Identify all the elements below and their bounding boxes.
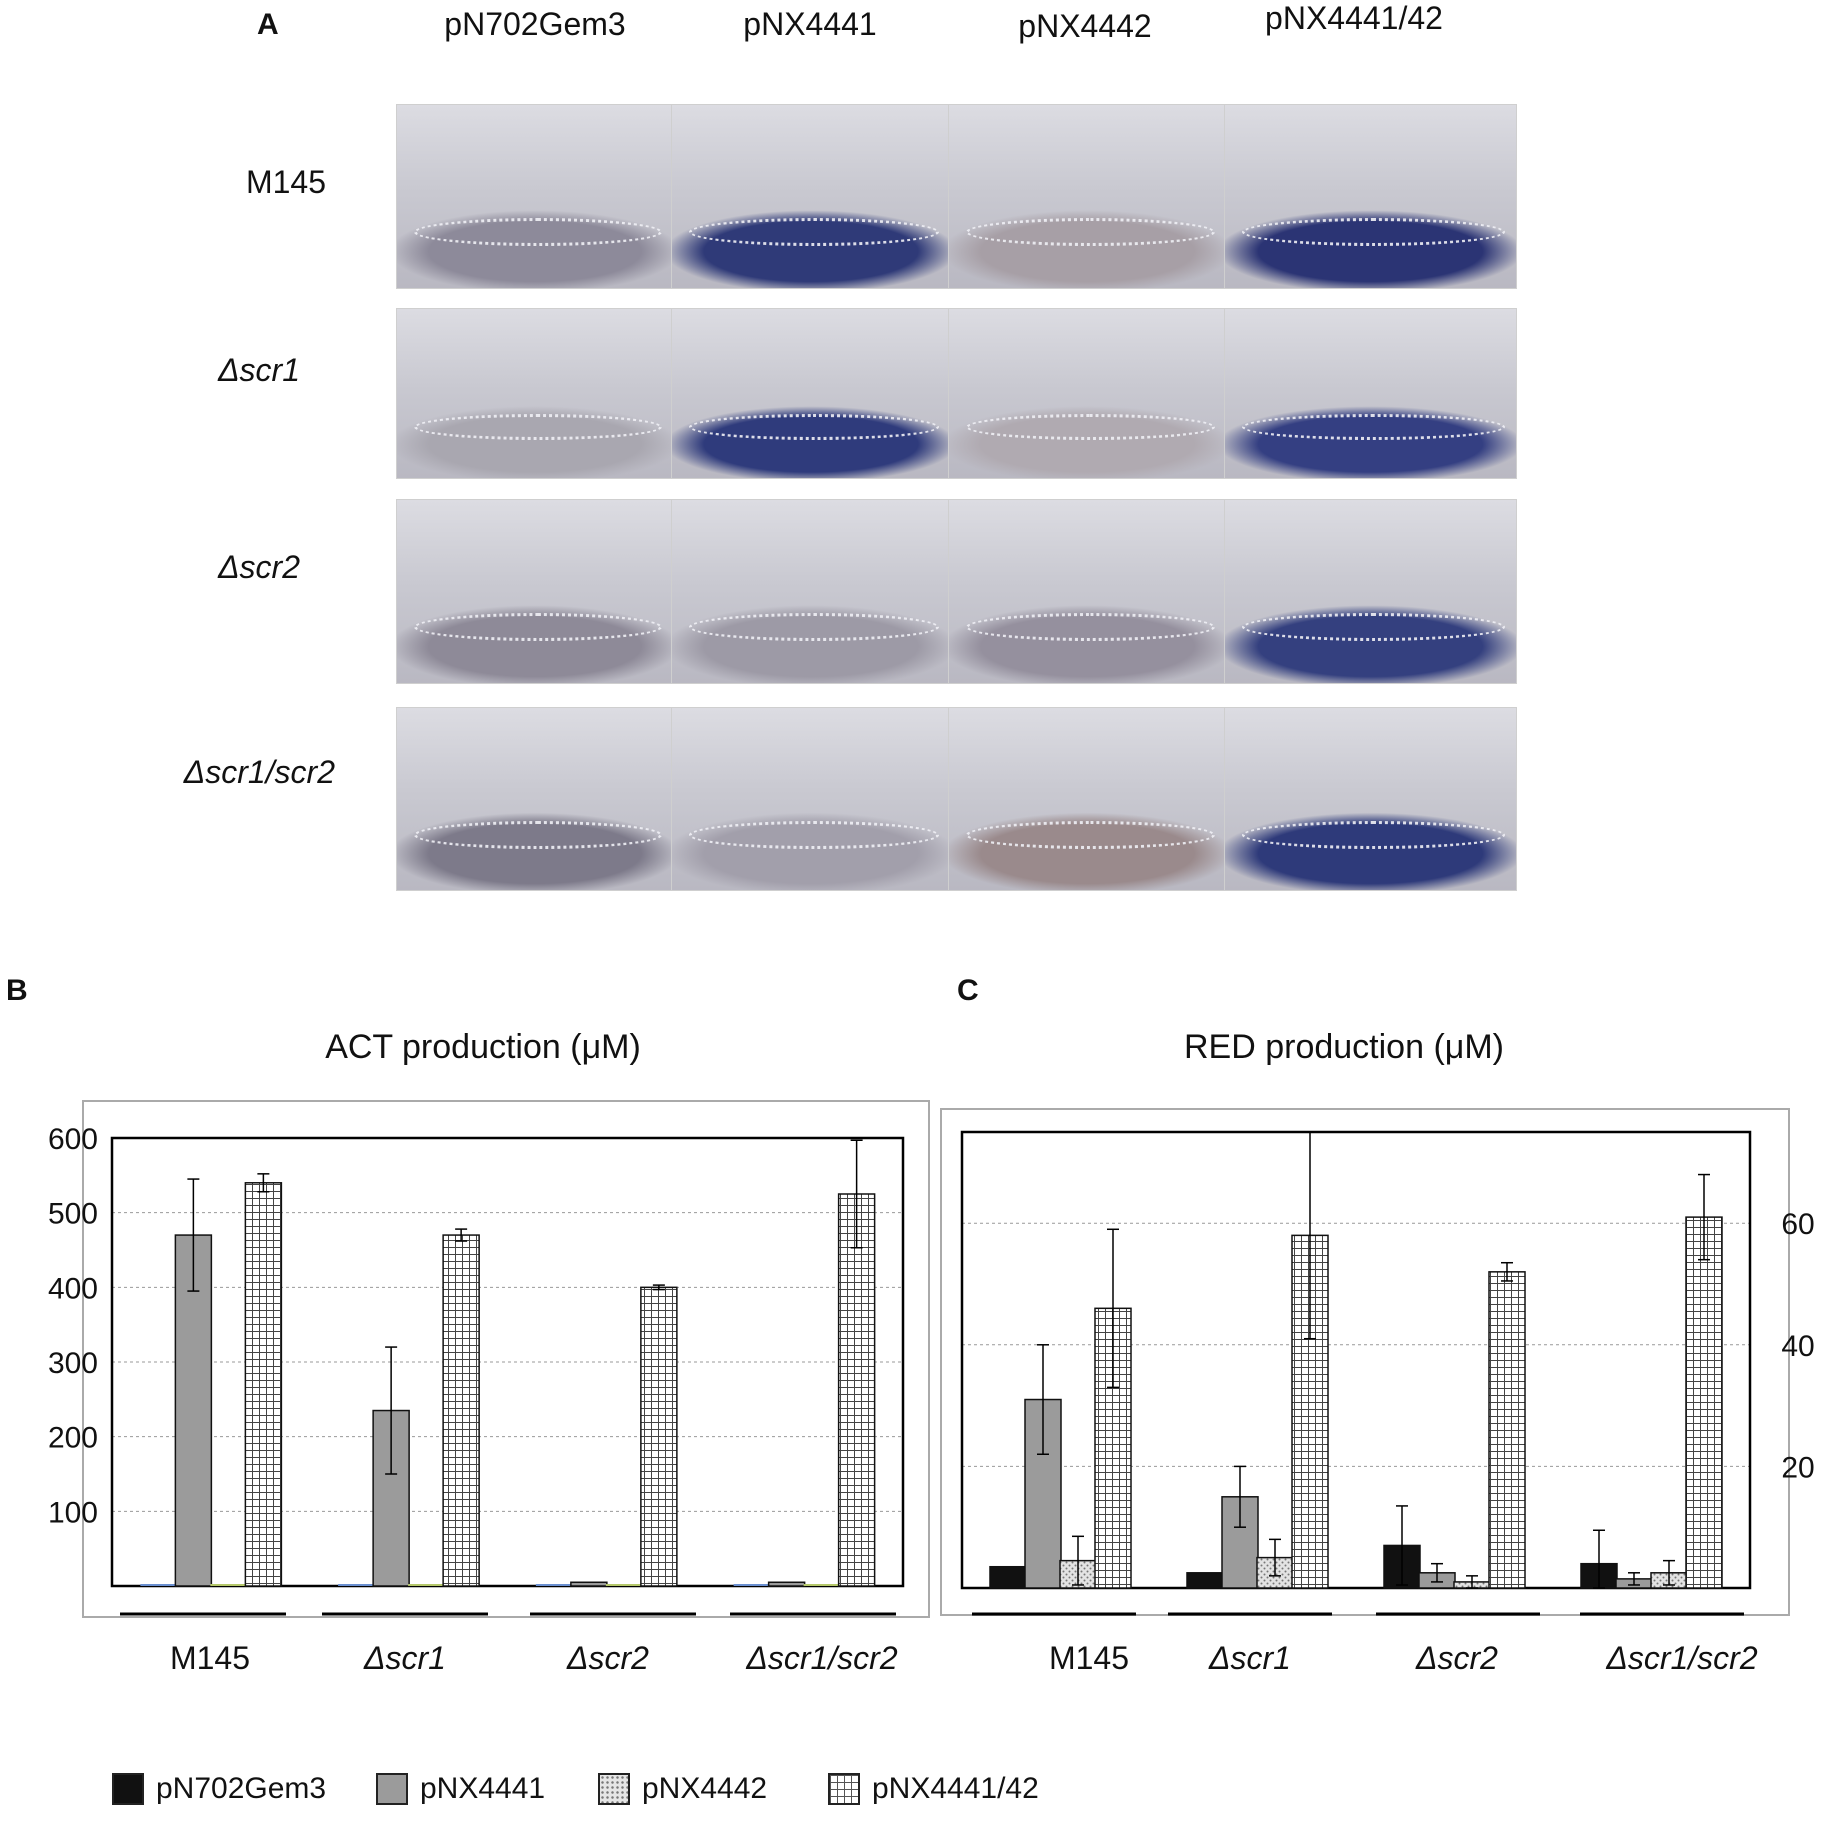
panel-a-letter: A	[257, 8, 279, 41]
red-category-dscr2: Δscr2	[1416, 1640, 1498, 1676]
grid-swatch-icon	[828, 1773, 860, 1805]
act-y-tick-label: 600	[48, 1123, 98, 1156]
foam-ring	[1242, 613, 1505, 642]
row-label-dscr2: Δscr2	[218, 549, 300, 585]
panel-c-letter: C	[957, 974, 979, 1007]
act-plot-area	[110, 1136, 905, 1588]
flask-photo-3-3	[1224, 707, 1517, 891]
act-bar-1-2	[570, 1581, 608, 1587]
flask-photo-0-1	[671, 104, 951, 289]
foam-ring	[688, 613, 940, 642]
act-bar-1-0	[174, 1234, 213, 1587]
solid-black-swatch-icon	[112, 1773, 144, 1805]
red-bar-3-2	[1488, 1271, 1526, 1589]
panel-b-letter: B	[6, 974, 28, 1007]
red-y-tick-label: 40	[1781, 1330, 1814, 1363]
flask-photo-3-1	[671, 707, 951, 891]
flask-photo-1-3	[1224, 308, 1517, 479]
foam-ring	[965, 218, 1216, 247]
column-label-pn702gem3: pN702Gem3	[444, 6, 626, 42]
legend-label: pN702Gem3	[156, 1772, 327, 1805]
legend-item-pn702gem3: pN702Gem3	[112, 1772, 326, 1806]
red-bar-3-3	[1685, 1216, 1723, 1589]
foam-ring	[413, 820, 663, 849]
red-y-tick-label: 20	[1781, 1451, 1814, 1484]
foam-ring	[413, 613, 663, 642]
solid-gray-swatch-icon	[376, 1773, 408, 1805]
act-bar-3-1	[442, 1234, 480, 1587]
red-chart-frame	[940, 1108, 1790, 1616]
red-production-chart: 20 40 60	[960, 1130, 1815, 1616]
row-label-dscr1: Δscr1	[218, 352, 300, 388]
act-y-tick-label: 500	[48, 1198, 98, 1231]
row-label-dscr1-scr2: Δscr1/scr2	[183, 754, 335, 790]
foam-ring	[688, 413, 940, 441]
foam-ring	[965, 413, 1216, 441]
legend: pN702Gem3 pNX4441 pNX4442 pNX4441/42	[112, 1772, 1212, 1816]
foam-ring	[413, 218, 663, 247]
red-bar-0-0	[989, 1565, 1027, 1589]
foam-ring	[413, 413, 663, 441]
legend-item-pnx4441-42: pNX4441/42	[828, 1772, 1039, 1806]
flask-photo-2-0	[396, 499, 674, 684]
foam-ring	[1242, 218, 1505, 247]
red-bar-0-1	[1186, 1572, 1224, 1589]
act-y-tick-label: 300	[48, 1347, 98, 1380]
act-category-dscr1: Δscr1	[364, 1640, 446, 1676]
act-category-dscr1-scr2: Δscr1/scr2	[746, 1640, 898, 1676]
row-label-m145: M145	[245, 164, 326, 200]
flask-photo-2-3	[1224, 499, 1517, 684]
flask-photo-0-0	[396, 104, 674, 289]
act-bar-3-3	[837, 1193, 876, 1587]
act-bar-3-0	[244, 1182, 283, 1587]
red-category-dscr1-scr2: Δscr1/scr2	[1606, 1640, 1758, 1676]
act-bar-3-2	[640, 1286, 678, 1587]
legend-label: pNX4441	[420, 1772, 546, 1805]
flask-photo-1-0	[396, 308, 674, 479]
red-y-tick-label: 60	[1781, 1208, 1814, 1241]
column-label-pnx4441: pNX4441	[743, 6, 877, 42]
act-y-tick-label: 400	[48, 1272, 98, 1305]
flask-photo-2-2	[948, 499, 1227, 684]
flask-photo-0-3	[1224, 104, 1517, 289]
act-category-dscr2: Δscr2	[567, 1640, 649, 1676]
act-category-m145: M145	[169, 1640, 251, 1676]
act-y-tick-label: 200	[48, 1422, 98, 1455]
act-chart-title: ACT production (μM)	[325, 1028, 641, 1066]
flask-photo-1-2	[948, 308, 1227, 479]
flask-photo-2-1	[671, 499, 951, 684]
column-label-pnx4441-42: pNX4441/42	[1265, 0, 1443, 36]
foam-ring	[965, 613, 1216, 642]
flask-photo-1-1	[671, 308, 951, 479]
act-production-chart: 100 200 300 400 500 600	[48, 1123, 905, 1616]
flask-photo-3-0	[396, 707, 674, 891]
red-plot-area	[960, 1130, 1752, 1590]
red-category-m145: M145	[1048, 1640, 1130, 1676]
foam-ring	[688, 820, 940, 849]
foam-ring	[1242, 413, 1505, 441]
foam-ring	[1242, 820, 1505, 849]
act-bar-1-3	[767, 1581, 806, 1587]
legend-item-pnx4442: pNX4442	[598, 1772, 767, 1806]
foam-ring	[965, 820, 1216, 849]
flask-photo-0-2	[948, 104, 1227, 289]
red-chart-title: RED production (μM)	[1183, 1028, 1504, 1066]
act-y-tick-label: 100	[48, 1496, 98, 1529]
red-category-dscr1: Δscr1	[1209, 1640, 1291, 1676]
foam-ring	[688, 218, 940, 247]
column-label-pnx4442: pNX4442	[1018, 8, 1152, 44]
dotted-swatch-icon	[598, 1773, 630, 1805]
legend-label: pNX4441/42	[872, 1772, 1039, 1805]
act-chart-frame	[82, 1100, 930, 1618]
legend-label: pNX4442	[642, 1772, 768, 1805]
flask-photo-3-2	[948, 707, 1227, 891]
legend-item-pnx4441: pNX4441	[376, 1772, 545, 1806]
